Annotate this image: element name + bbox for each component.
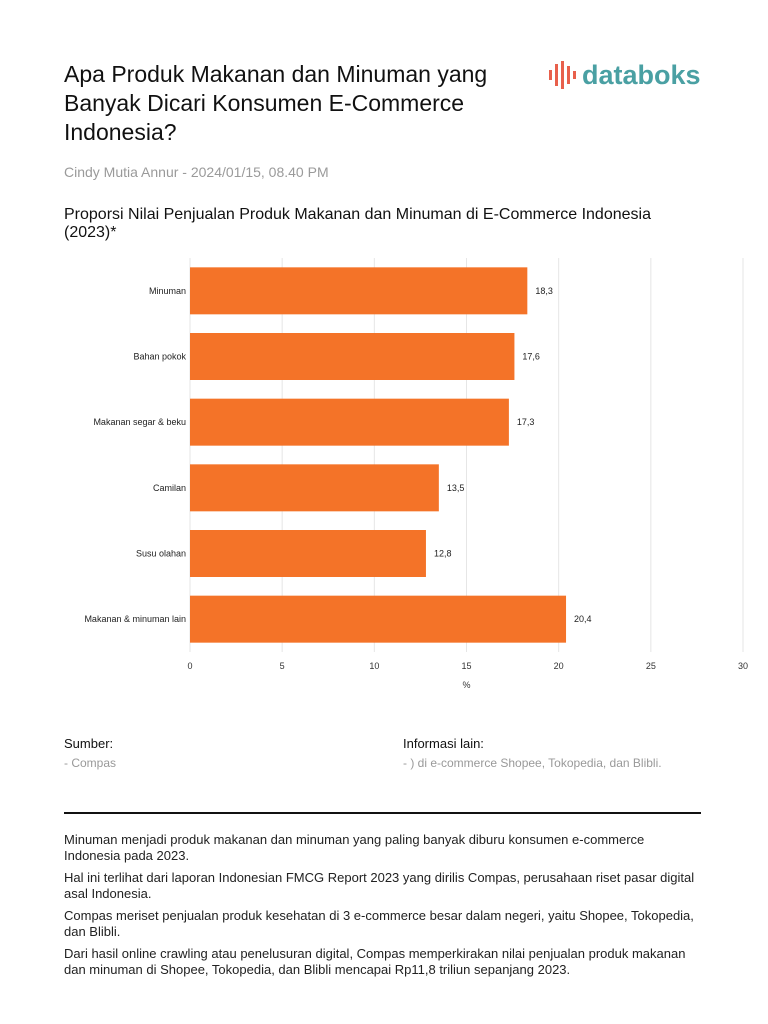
x-tick-label: 0 <box>187 661 192 671</box>
article-body: Minuman menjadi produk makanan dan minum… <box>64 832 704 984</box>
bar <box>190 333 515 380</box>
data-label: 17,3 <box>517 417 535 427</box>
x-tick-label: 25 <box>646 661 656 671</box>
category-label: Susu olahan <box>136 549 186 559</box>
databoks-logo[interactable]: databoks <box>548 58 701 92</box>
category-label: Bahan pokok <box>133 352 186 362</box>
category-label: Makanan & minuman lain <box>84 614 186 624</box>
article-paragraph: Minuman menjadi produk makanan dan minum… <box>64 832 645 863</box>
data-label: 20,4 <box>574 614 592 624</box>
x-tick-label: 20 <box>554 661 564 671</box>
article-paragraph: Dari hasil online crawling atau penelusu… <box>64 946 686 977</box>
article-paragraph: Compas meriset penjualan produk kesehata… <box>64 908 694 939</box>
bar <box>190 464 439 512</box>
data-label: 13,5 <box>447 483 465 493</box>
databoks-logo-icon <box>549 61 576 89</box>
divider <box>64 812 701 814</box>
article-paragraph: Hal ini terlihat dari laporan Indonesian… <box>64 870 695 901</box>
bar <box>190 530 426 577</box>
category-label: Camilan <box>153 483 186 493</box>
category-label: Makanan segar & beku <box>93 417 186 427</box>
source-value: - Compas <box>64 756 117 770</box>
category-label: Minuman <box>149 286 186 296</box>
x-tick-label: 30 <box>738 661 748 671</box>
info-label: Informasi lain: <box>403 736 484 751</box>
x-tick-label: 5 <box>280 661 285 671</box>
data-label: 18,3 <box>535 286 553 296</box>
x-tick-label: 15 <box>461 661 471 671</box>
x-tick-label: 10 <box>369 661 379 671</box>
chart-title: Proporsi Nilai Penjualan Produk Makanan … <box>64 206 651 241</box>
bar <box>190 267 528 315</box>
data-label: 17,6 <box>522 352 540 362</box>
page-title: Apa Produk Makanan dan Minuman yang Bany… <box>64 61 488 145</box>
bar <box>190 398 509 446</box>
info-value: - ) di e-commerce Shopee, Tokopedia, dan… <box>403 756 662 770</box>
brand-name: databoks <box>582 59 701 90</box>
bar-chart: 0 5 10 15 20 25 30% Minuman 18,3 Bahan pokok 17,6 M… <box>84 258 748 690</box>
bar <box>190 595 567 643</box>
source-label: Sumber: <box>64 736 114 751</box>
byline: Cindy Mutia Annur - 2024/01/15, 08.40 PM <box>64 164 329 180</box>
x-axis-label: % <box>462 680 470 690</box>
data-label: 12,8 <box>434 549 452 559</box>
